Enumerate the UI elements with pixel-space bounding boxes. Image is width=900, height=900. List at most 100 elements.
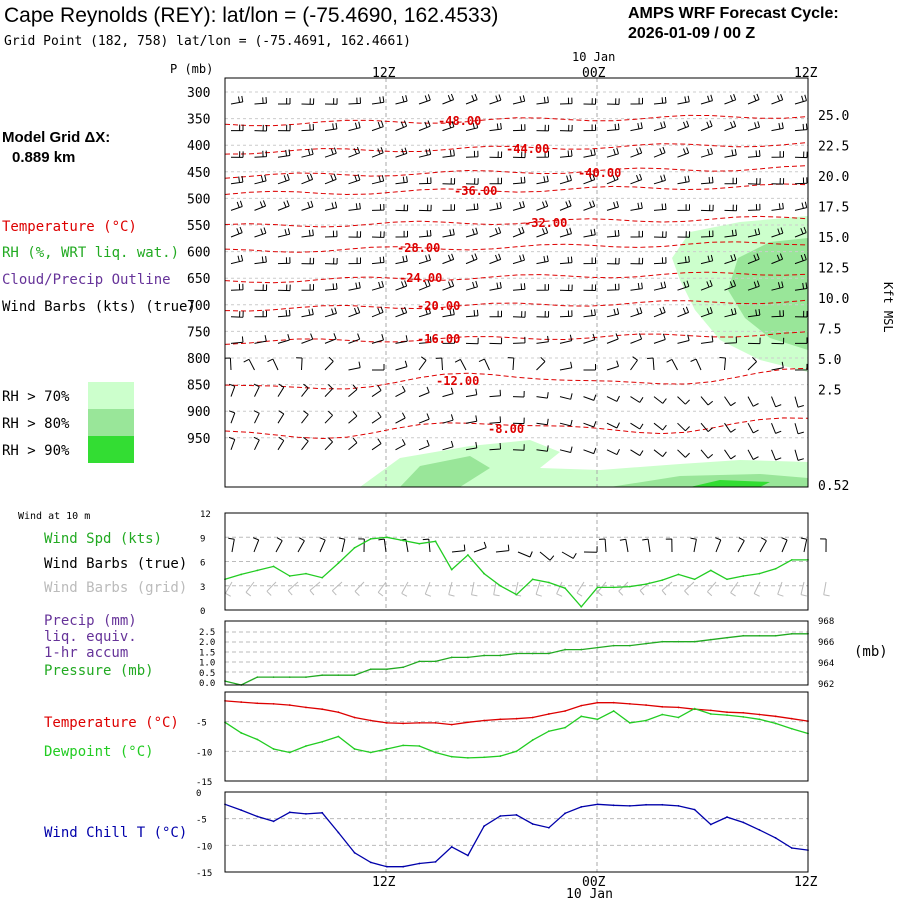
wind-speed-series bbox=[224, 536, 809, 608]
pressure-series bbox=[224, 632, 809, 686]
dewpoint-line-point bbox=[612, 710, 615, 712]
profile-barb bbox=[512, 254, 525, 265]
wind-speed-line-point bbox=[272, 565, 275, 568]
pressure-line-point bbox=[321, 674, 324, 677]
windchill-line-point bbox=[564, 812, 566, 815]
dewpoint-line-point bbox=[305, 745, 307, 747]
profile-barb bbox=[700, 280, 713, 291]
profile-barb bbox=[395, 385, 406, 398]
profile-barb bbox=[442, 204, 455, 211]
wind-speed-line-point bbox=[256, 569, 259, 572]
wind-speed-line-point bbox=[321, 576, 324, 579]
profile-barb bbox=[536, 445, 549, 452]
true-wind-barbs bbox=[228, 537, 827, 561]
profile-barb bbox=[230, 283, 244, 291]
profile-barb bbox=[395, 230, 408, 238]
true-wind-barb bbox=[539, 551, 555, 561]
pressure-line-point bbox=[580, 648, 583, 651]
rh-swatch-70 bbox=[88, 382, 134, 409]
profile-barb bbox=[465, 280, 478, 291]
profile-barb bbox=[442, 387, 454, 398]
profile-barb bbox=[418, 204, 432, 212]
bottom-xtick-1: 12Z bbox=[372, 875, 396, 890]
temperature-line-point bbox=[434, 721, 437, 724]
temperature-line-point bbox=[645, 704, 647, 706]
profile-barb bbox=[653, 121, 666, 132]
profile-barb bbox=[630, 449, 644, 457]
wind-speed-line-point bbox=[369, 537, 372, 540]
profile-barb bbox=[606, 422, 620, 429]
profile-barb bbox=[747, 228, 761, 238]
kft-axis-title: Kft MSL bbox=[881, 282, 895, 333]
pressure-line-point bbox=[547, 652, 550, 655]
wind-barbs-true-label: Wind Barbs (true) bbox=[44, 556, 187, 572]
profile-barb bbox=[747, 309, 761, 318]
profile-barb bbox=[395, 95, 408, 105]
profile-barb bbox=[348, 384, 358, 397]
profile-barb bbox=[418, 148, 432, 158]
profile-barb bbox=[254, 124, 268, 132]
profile-barb bbox=[371, 411, 382, 424]
temperature-line-point bbox=[564, 710, 566, 712]
temperature-line-point bbox=[418, 721, 421, 724]
grid-wind-barb bbox=[493, 581, 500, 597]
temperature-line-point bbox=[386, 721, 388, 724]
profile-barb bbox=[371, 175, 385, 185]
grid-wind-barb bbox=[377, 581, 387, 597]
profile-barb bbox=[324, 201, 338, 211]
pressure-line-point bbox=[288, 676, 291, 679]
temperature-line-point bbox=[321, 708, 324, 711]
profile-barb bbox=[512, 283, 526, 291]
pressure-tick-500: 500 bbox=[187, 192, 210, 207]
dewpoint-line-point bbox=[418, 745, 421, 747]
dewpoint-line-point bbox=[386, 748, 388, 750]
profile-barb bbox=[653, 203, 667, 211]
profile-barb bbox=[794, 123, 808, 132]
wind-speed-line-point bbox=[758, 572, 761, 575]
profile-barb bbox=[559, 361, 573, 371]
legend-rh: RH (%, WRT liq. wat.) bbox=[2, 245, 179, 261]
pressure-tick-800: 800 bbox=[187, 352, 210, 367]
wind-speed-line-point bbox=[612, 586, 615, 589]
precip-tick: 2.5 bbox=[199, 628, 215, 638]
profile-barb bbox=[395, 255, 408, 265]
windchill-line-point bbox=[596, 803, 599, 806]
grid-wind-barb bbox=[597, 581, 607, 597]
windchill-line-point bbox=[709, 823, 712, 826]
pressure-line-point bbox=[499, 654, 502, 657]
profile-barb bbox=[489, 202, 502, 211]
pressure-line-point bbox=[402, 666, 405, 669]
grid-wind-barb bbox=[576, 581, 585, 597]
temperature-tick-labels: -5 -10 -15 bbox=[196, 719, 212, 788]
profile-barb bbox=[442, 253, 455, 265]
profile-barb bbox=[418, 279, 431, 291]
pressure-line-point bbox=[612, 644, 615, 647]
profile-barb bbox=[606, 123, 620, 132]
profile-barb bbox=[418, 229, 432, 238]
profile-barb bbox=[230, 226, 243, 238]
windchill-line-point bbox=[353, 851, 356, 854]
true-wind-barb bbox=[378, 538, 387, 553]
profile-barb bbox=[583, 148, 596, 158]
kft-tick: 10.0 bbox=[818, 292, 849, 307]
dewpoint-line-point bbox=[256, 738, 259, 741]
profile-barb bbox=[700, 396, 714, 406]
grid-wind-barb bbox=[684, 581, 695, 596]
grid-wind-barb bbox=[730, 581, 739, 597]
profile-barb bbox=[371, 96, 385, 105]
pressure-frame bbox=[224, 620, 809, 686]
profile-barb bbox=[606, 283, 620, 291]
profile-barb bbox=[583, 447, 597, 455]
profile-barb bbox=[324, 230, 338, 238]
true-wind-barb bbox=[517, 551, 533, 558]
windchill-line-point bbox=[531, 823, 534, 825]
profile-barb bbox=[230, 200, 243, 211]
profile-barb bbox=[301, 148, 314, 158]
profile-barb bbox=[630, 396, 644, 403]
profile-barb bbox=[512, 201, 525, 211]
profile-barb bbox=[747, 253, 760, 265]
dewpoint-line-point bbox=[272, 748, 275, 750]
profile-barb bbox=[371, 256, 385, 265]
profile-barb bbox=[724, 120, 737, 132]
pressure-line-point bbox=[483, 654, 486, 657]
